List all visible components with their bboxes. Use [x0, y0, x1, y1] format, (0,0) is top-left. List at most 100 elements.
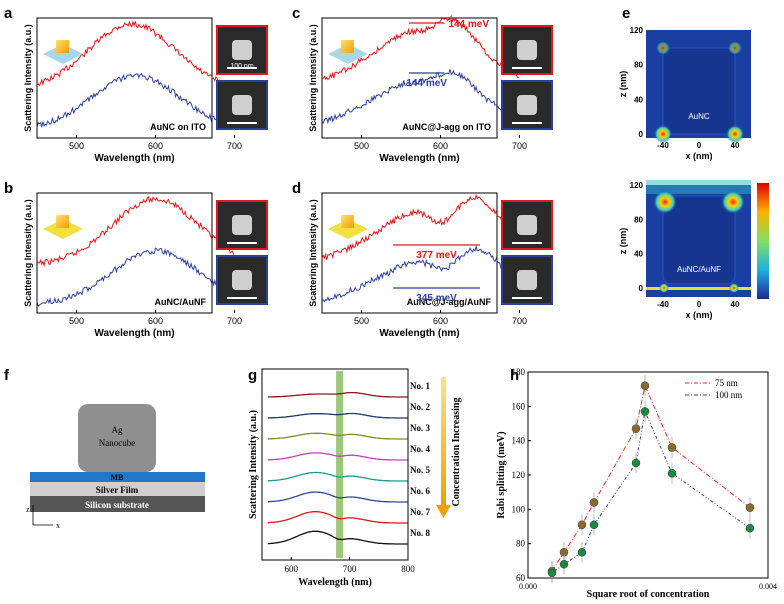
panel-letter-b: b: [4, 180, 13, 197]
layer-silver-film-label: Silver Film: [96, 485, 139, 495]
data-point: [589, 498, 599, 507]
x-tick-label: 700: [227, 141, 242, 151]
nanocube-icon: [56, 40, 69, 53]
series-label: No. 3: [410, 423, 430, 433]
x-tick-label: 40: [731, 141, 740, 150]
x-tick-label: 600: [433, 316, 448, 326]
data-point: [577, 548, 587, 557]
splitting-label-lower: 144 meV: [406, 78, 447, 89]
splitting-label-upper: 144 meV: [448, 19, 489, 30]
substrate-icon: [328, 219, 368, 239]
sem-particle: [232, 215, 252, 235]
hotspot: [656, 41, 670, 55]
sem-particle: [517, 40, 537, 60]
y-tick-label: 0: [639, 284, 644, 293]
x-axis-label: Square root of concentration: [587, 589, 710, 599]
x-tick-label: 500: [354, 141, 369, 151]
y-tick-label: 60: [516, 573, 526, 583]
hotspot: [728, 41, 742, 55]
x-tick-label: 700: [343, 564, 357, 574]
y-axis-label: Scattering Intensity (a.u.): [23, 199, 33, 307]
spectrum-line-No. 8: [267, 530, 408, 545]
layer-silicon-label: Silicon substrate: [85, 500, 149, 510]
ag-nanocube: [78, 404, 156, 472]
x-tick-label: -40: [657, 141, 669, 150]
y-axis-label: Scattering Intensity (a.u.): [248, 410, 259, 519]
x-tick-label: 600: [148, 316, 163, 326]
hotspot: [653, 190, 677, 214]
panel-letter-a: a: [4, 5, 13, 22]
scale-label: 100 nm: [230, 63, 254, 70]
sem-particle: [232, 270, 252, 290]
data-point: [640, 407, 650, 416]
hotspot: [726, 125, 744, 143]
legend-label: 100 nm: [715, 390, 742, 400]
plot-frame: [321, 192, 498, 314]
concentration-arrow-shaft: [441, 377, 446, 507]
fieldmap-top-cube: [662, 47, 736, 135]
x-axis-label: Wavelength (nm): [94, 153, 174, 164]
y-axis-label: z (nm): [618, 71, 628, 98]
concentration-label: Concentration Increasing: [451, 398, 462, 507]
data-point: [559, 560, 569, 569]
y-tick-label: 40: [634, 250, 643, 259]
panel-letter-h: h: [510, 367, 519, 384]
series-label: No. 8: [410, 528, 430, 538]
spectrum-line-No. 2: [267, 412, 408, 419]
x-tick-label: 500: [354, 316, 369, 326]
nanocube-icon: [56, 215, 69, 228]
spectrum-line-No. 6: [267, 491, 408, 503]
spectrum-line-No. 4: [267, 452, 408, 461]
axis-z-label: z: [26, 505, 30, 514]
sem-particle: [517, 215, 537, 235]
y-tick-label: 180: [512, 367, 526, 377]
hotspot: [654, 125, 672, 143]
spectrum-line-upper: [36, 195, 235, 268]
sample-annotation: AuNC@J-agg/AuNF: [407, 297, 492, 307]
y-tick-label: 80: [634, 61, 643, 70]
panel-f-schematic: Ag Nanocube MB Silver Film Silicon subst…: [26, 404, 205, 530]
y-tick-label: 40: [634, 95, 643, 104]
y-tick-label: 0: [639, 130, 644, 139]
y-axis-label: Scattering Intensity (a.u.): [308, 24, 318, 132]
fieldmap-bottom-axes: 0 40 80 120 -40 0 40 x (nm) z (nm): [618, 181, 740, 320]
data-point: [667, 469, 677, 478]
panel-letter-d: d: [292, 180, 301, 197]
layer-silver-film: [30, 482, 205, 496]
y-tick-label: 160: [512, 401, 526, 411]
x-tick-label: 600: [433, 141, 448, 151]
data-point: [745, 503, 755, 512]
hotspot: [659, 283, 669, 293]
sem-particle: [517, 270, 537, 290]
x-tick-label: 600: [148, 141, 163, 151]
x-tick-label: 0: [697, 300, 702, 309]
series-label: No. 4: [410, 444, 430, 454]
y-tick-label: 120: [630, 181, 644, 190]
sem-particle: [232, 95, 252, 115]
substrate-icon: [43, 44, 83, 64]
hotspot: [721, 190, 745, 214]
x-tick-label: 0.004: [759, 582, 777, 591]
y-axis-label: z (nm): [618, 228, 628, 255]
fieldmap-bottom-cube: [662, 195, 736, 285]
panel-d-chart: 500 600 700 Wavelength (nm) Scattering Inten…: [308, 192, 553, 339]
series-label: No. 6: [410, 486, 430, 496]
spectrum-line-No. 3: [267, 432, 408, 440]
series-label: No. 7: [410, 507, 430, 517]
y-tick-label: 80: [634, 215, 643, 224]
panel-letter-e: e: [622, 5, 630, 22]
panel-a-chart: 500 600 700 Wavelength (nm) Scattering Inten…: [23, 17, 268, 164]
concentration-arrow-head: [436, 505, 451, 518]
panel-letter-g: g: [248, 367, 257, 384]
splitting-label-lower: 345 meV: [416, 293, 457, 304]
y-tick-label: 100: [512, 504, 526, 514]
nanocube-icon: [341, 215, 354, 228]
data-point: [547, 568, 557, 578]
axis-x-label: x: [56, 521, 60, 530]
series-label: No. 1: [410, 381, 430, 391]
x-tick-label: 500: [69, 141, 84, 151]
data-point: [631, 458, 641, 468]
y-axis-label: Scattering Intensity (a.u.): [308, 199, 318, 307]
data-point: [631, 424, 641, 433]
